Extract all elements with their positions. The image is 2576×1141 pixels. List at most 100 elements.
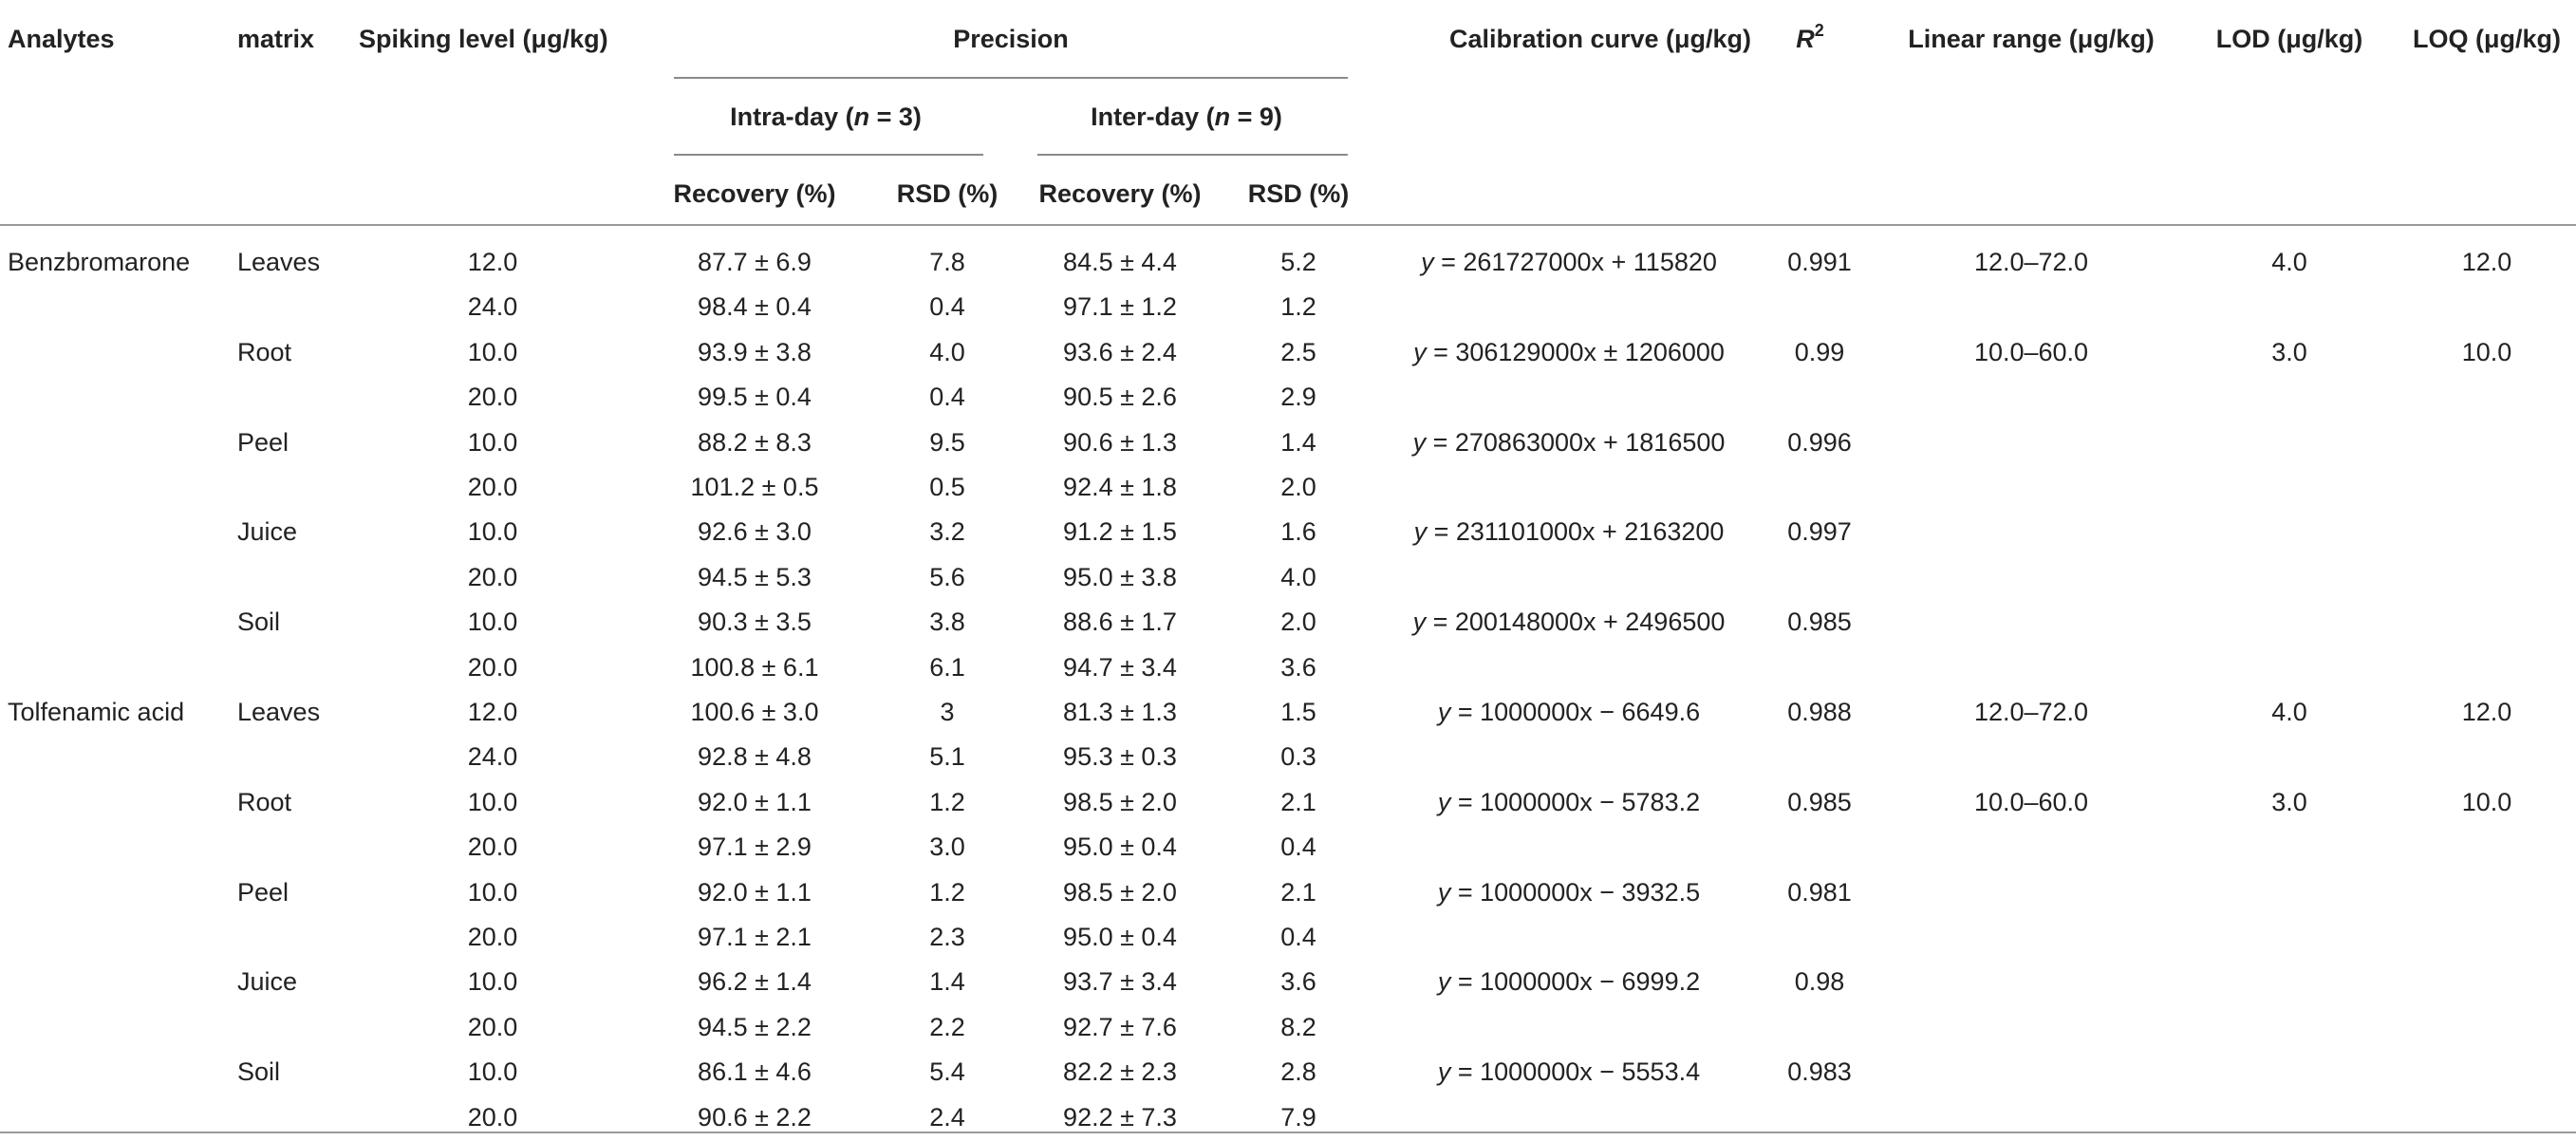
cell-recovery-inter: 92.7 ± 7.6 <box>1063 1013 1177 1041</box>
cell-r-squared: 0.981 <box>1787 878 1852 907</box>
header-linear-range: Linear range (μg/kg) <box>1908 25 2155 53</box>
cell-rsd-intra: 0.4 <box>929 292 965 321</box>
cell-recovery-intra: 90.3 ± 3.5 <box>698 608 812 636</box>
cell-recovery-intra: 92.6 ± 3.0 <box>698 517 812 546</box>
cell-recovery-intra: 90.6 ± 2.2 <box>698 1103 812 1132</box>
cell-r-squared: 0.983 <box>1787 1057 1852 1086</box>
header-bottom-rule <box>0 224 2576 226</box>
cell-rsd-inter: 2.1 <box>1280 878 1316 907</box>
cell-calibration-curve: y = 1000000x − 6649.6 <box>1437 698 1701 726</box>
cell-recovery-inter: 92.4 ± 1.8 <box>1063 473 1177 501</box>
cell-matrix: Root <box>237 788 292 816</box>
cell-matrix: Peel <box>237 428 289 457</box>
cell-matrix: Peel <box>237 878 289 907</box>
cell-linear-range: 10.0–60.0 <box>1973 788 2089 816</box>
cell-rsd-inter: 2.0 <box>1280 473 1316 501</box>
cell-analyte: Tolfenamic acid <box>8 698 185 726</box>
table-bottom-rule <box>0 1132 2576 1133</box>
cell-loq: 10.0 <box>2461 788 2512 816</box>
cell-rsd-intra: 1.4 <box>929 967 965 996</box>
cell-matrix: Soil <box>237 608 281 636</box>
cell-rsd-intra: 6.1 <box>929 653 965 682</box>
cell-recovery-intra: 101.2 ± 0.5 <box>690 473 819 501</box>
header-inter-day: Inter-day (n = 9) <box>1091 103 1282 131</box>
cell-rsd-intra: 1.2 <box>929 878 965 907</box>
cell-recovery-inter: 88.6 ± 1.7 <box>1063 608 1177 636</box>
cell-spiking-level: 12.0 <box>467 698 518 726</box>
cell-spiking-level: 20.0 <box>467 563 518 591</box>
cell-recovery-inter: 93.6 ± 2.4 <box>1063 338 1177 366</box>
intra-day-rule <box>674 154 983 156</box>
cell-lod: 3.0 <box>2271 788 2307 816</box>
cell-recovery-inter: 92.2 ± 7.3 <box>1063 1103 1177 1132</box>
cell-spiking-level: 10.0 <box>467 338 518 366</box>
cell-recovery-intra: 96.2 ± 1.4 <box>698 967 812 996</box>
cell-rsd-intra: 3 <box>940 698 955 726</box>
cell-r-squared: 0.996 <box>1787 428 1852 457</box>
cell-linear-range: 12.0–72.0 <box>1973 248 2089 276</box>
cell-spiking-level: 20.0 <box>467 653 518 682</box>
cell-spiking-level: 10.0 <box>467 608 518 636</box>
precision-rule <box>674 77 1348 79</box>
cell-lod: 3.0 <box>2271 338 2307 366</box>
cell-rsd-intra: 4.0 <box>929 338 965 366</box>
cell-spiking-level: 20.0 <box>467 383 518 411</box>
cell-recovery-intra: 97.1 ± 2.1 <box>698 923 812 951</box>
cell-calibration-curve: y = 1000000x − 5783.2 <box>1437 788 1701 816</box>
cell-recovery-inter: 97.1 ± 1.2 <box>1063 292 1177 321</box>
cell-r-squared: 0.985 <box>1787 788 1852 816</box>
cell-recovery-inter: 90.6 ± 1.3 <box>1063 428 1177 457</box>
cell-recovery-inter: 95.0 ± 0.4 <box>1063 923 1177 951</box>
cell-recovery-intra: 88.2 ± 8.3 <box>698 428 812 457</box>
cell-rsd-inter: 5.2 <box>1280 248 1316 276</box>
cell-rsd-inter: 2.8 <box>1280 1057 1316 1086</box>
cell-spiking-level: 20.0 <box>467 473 518 501</box>
cell-rsd-inter: 0.3 <box>1280 742 1316 771</box>
cell-lod: 4.0 <box>2271 698 2307 726</box>
cell-rsd-intra: 0.4 <box>929 383 965 411</box>
cell-recovery-inter: 95.0 ± 0.4 <box>1063 832 1177 861</box>
cell-r-squared: 0.98 <box>1794 967 1845 996</box>
cell-recovery-intra: 94.5 ± 5.3 <box>698 563 812 591</box>
cell-rsd-intra: 0.5 <box>929 473 965 501</box>
cell-rsd-intra: 1.2 <box>929 788 965 816</box>
cell-recovery-intra: 100.6 ± 3.0 <box>690 698 819 726</box>
cell-spiking-level: 20.0 <box>467 832 518 861</box>
cell-rsd-inter: 0.4 <box>1280 923 1316 951</box>
cell-r-squared: 0.985 <box>1787 608 1852 636</box>
cell-matrix: Leaves <box>237 698 321 726</box>
cell-rsd-inter: 2.9 <box>1280 383 1316 411</box>
cell-rsd-inter: 1.4 <box>1280 428 1316 457</box>
cell-rsd-inter: 0.4 <box>1280 832 1316 861</box>
cell-calibration-curve: y = 200148000x + 2496500 <box>1412 608 1726 636</box>
cell-recovery-inter: 81.3 ± 1.3 <box>1063 698 1177 726</box>
cell-recovery-inter: 95.0 ± 3.8 <box>1063 563 1177 591</box>
cell-rsd-inter: 8.2 <box>1280 1013 1316 1041</box>
cell-lod: 4.0 <box>2271 248 2307 276</box>
header-rsd-inter: RSD (%) <box>1247 179 1350 208</box>
cell-rsd-intra: 5.1 <box>929 742 965 771</box>
header-matrix: matrix <box>237 25 315 53</box>
cell-matrix: Root <box>237 338 292 366</box>
cell-rsd-inter: 7.9 <box>1280 1103 1316 1132</box>
cell-spiking-level: 10.0 <box>467 517 518 546</box>
cell-calibration-curve: y = 1000000x − 5553.4 <box>1437 1057 1701 1086</box>
cell-linear-range: 10.0–60.0 <box>1973 338 2089 366</box>
cell-rsd-intra: 9.5 <box>929 428 965 457</box>
cell-spiking-level: 24.0 <box>467 742 518 771</box>
cell-spiking-level: 20.0 <box>467 1103 518 1132</box>
cell-matrix: Juice <box>237 967 298 996</box>
cell-matrix: Soil <box>237 1057 281 1086</box>
cell-recovery-intra: 94.5 ± 2.2 <box>698 1013 812 1041</box>
cell-recovery-intra: 97.1 ± 2.9 <box>698 832 812 861</box>
cell-recovery-intra: 100.8 ± 6.1 <box>690 653 819 682</box>
header-spiking-level: Spiking level (μg/kg) <box>359 25 608 53</box>
cell-r-squared: 0.991 <box>1787 248 1852 276</box>
cell-loq: 12.0 <box>2461 698 2512 726</box>
cell-recovery-intra: 87.7 ± 6.9 <box>698 248 812 276</box>
cell-r-squared: 0.988 <box>1787 698 1852 726</box>
cell-rsd-inter: 2.5 <box>1280 338 1316 366</box>
cell-spiking-level: 20.0 <box>467 923 518 951</box>
cell-recovery-intra: 92.8 ± 4.8 <box>698 742 812 771</box>
